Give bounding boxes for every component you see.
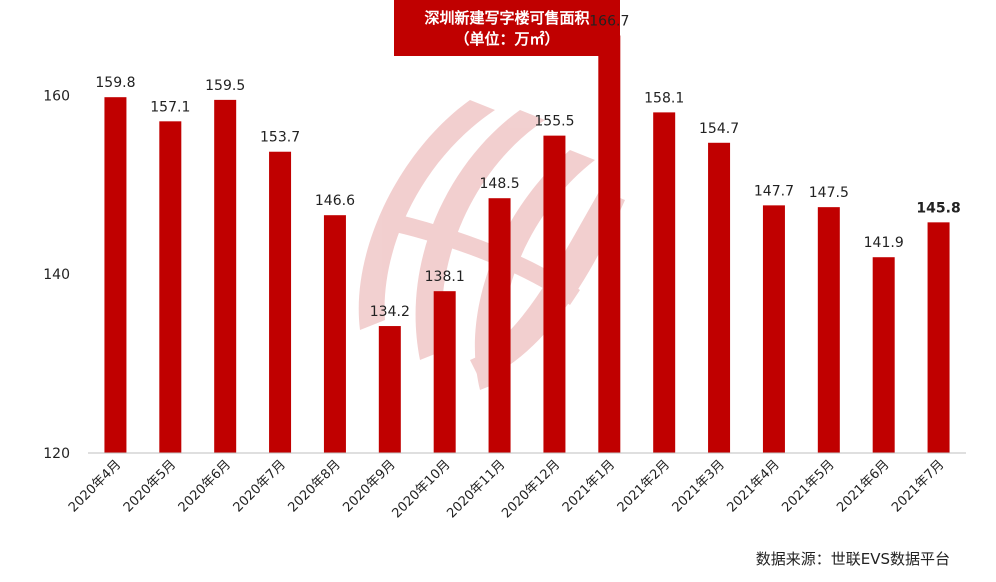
- bar-value-label: 157.1: [150, 99, 190, 115]
- bar: [378, 326, 401, 453]
- x-tick-label: 2021年7月: [889, 457, 947, 515]
- bar: [323, 215, 346, 453]
- bar-value-label: 153.7: [260, 130, 300, 146]
- bar-value-label: 158.1: [644, 90, 684, 106]
- bar: [653, 112, 676, 454]
- bar-value-label: 134.2: [370, 304, 410, 320]
- bar: [104, 97, 127, 454]
- bar: [159, 121, 182, 454]
- x-tick-label: 2021年2月: [615, 457, 673, 515]
- bar-value-label: 159.8: [95, 75, 135, 91]
- bar-value-label: 146.6: [315, 193, 355, 209]
- chart-title-box: 深圳新建写字楼可售面积 （单位：万㎡）: [394, 0, 620, 56]
- bar: [214, 99, 237, 454]
- bar-value-label: 138.1: [425, 269, 465, 285]
- bar: [762, 205, 785, 453]
- bar-value-label: 141.9: [864, 235, 904, 251]
- bar: [543, 135, 566, 453]
- y-tick-label: 140: [43, 267, 70, 283]
- bar-value-label: 147.7: [754, 183, 794, 199]
- bar: [817, 207, 840, 453]
- bar: [433, 291, 456, 453]
- chart-title: 深圳新建写字楼可售面积: [424, 9, 590, 27]
- bar-value-label: 145.8: [916, 200, 960, 216]
- x-labels-group: 2020年4月2020年5月2020年6月2020年7月2020年8月2020年…: [66, 457, 947, 521]
- bar: [872, 257, 895, 453]
- x-tick-label: 2020年4月: [66, 457, 124, 515]
- bar-value-label: 154.7: [699, 121, 739, 137]
- bar-value-label: 147.5: [809, 185, 849, 201]
- y-tick-label: 160: [43, 88, 70, 104]
- x-tick-label: 2020年6月: [176, 457, 234, 515]
- bar: [269, 151, 292, 454]
- value-labels-group: 159.8 157.1 159.5 153.7 146.6 134.2 138.1 148.5…: [95, 14, 960, 321]
- x-tick-label: 2021年4月: [725, 457, 783, 515]
- bar-value-label: 155.5: [534, 114, 574, 130]
- x-tick-label: 2021年5月: [779, 457, 837, 515]
- bar: [598, 35, 621, 453]
- x-tick-label: 2020年7月: [231, 457, 289, 515]
- x-tick-label: 2020年8月: [286, 457, 344, 515]
- bar-value-label: 148.5: [480, 176, 520, 192]
- x-tick-label: 2020年9月: [340, 457, 398, 515]
- x-tick-label: 2021年3月: [670, 457, 728, 515]
- bar-value-label: 159.5: [205, 78, 245, 94]
- bar-value-label: 166.7: [589, 14, 629, 30]
- bar: [927, 222, 950, 453]
- y-tick-label: 120: [43, 446, 70, 462]
- bar: [488, 198, 511, 453]
- x-tick-label: 2020年5月: [121, 457, 179, 515]
- x-tick-label: 2020年12月: [499, 457, 563, 521]
- bars-group: [104, 35, 950, 454]
- x-tick-label: 2021年6月: [834, 457, 892, 515]
- x-tick-label: 2021年1月: [560, 457, 618, 515]
- bar: [708, 142, 731, 454]
- y-axis: 120 140 160: [43, 88, 70, 462]
- chart-subtitle: （单位：万㎡）: [454, 30, 560, 48]
- data-source-note: 数据来源：世联EVS数据平台: [755, 550, 950, 568]
